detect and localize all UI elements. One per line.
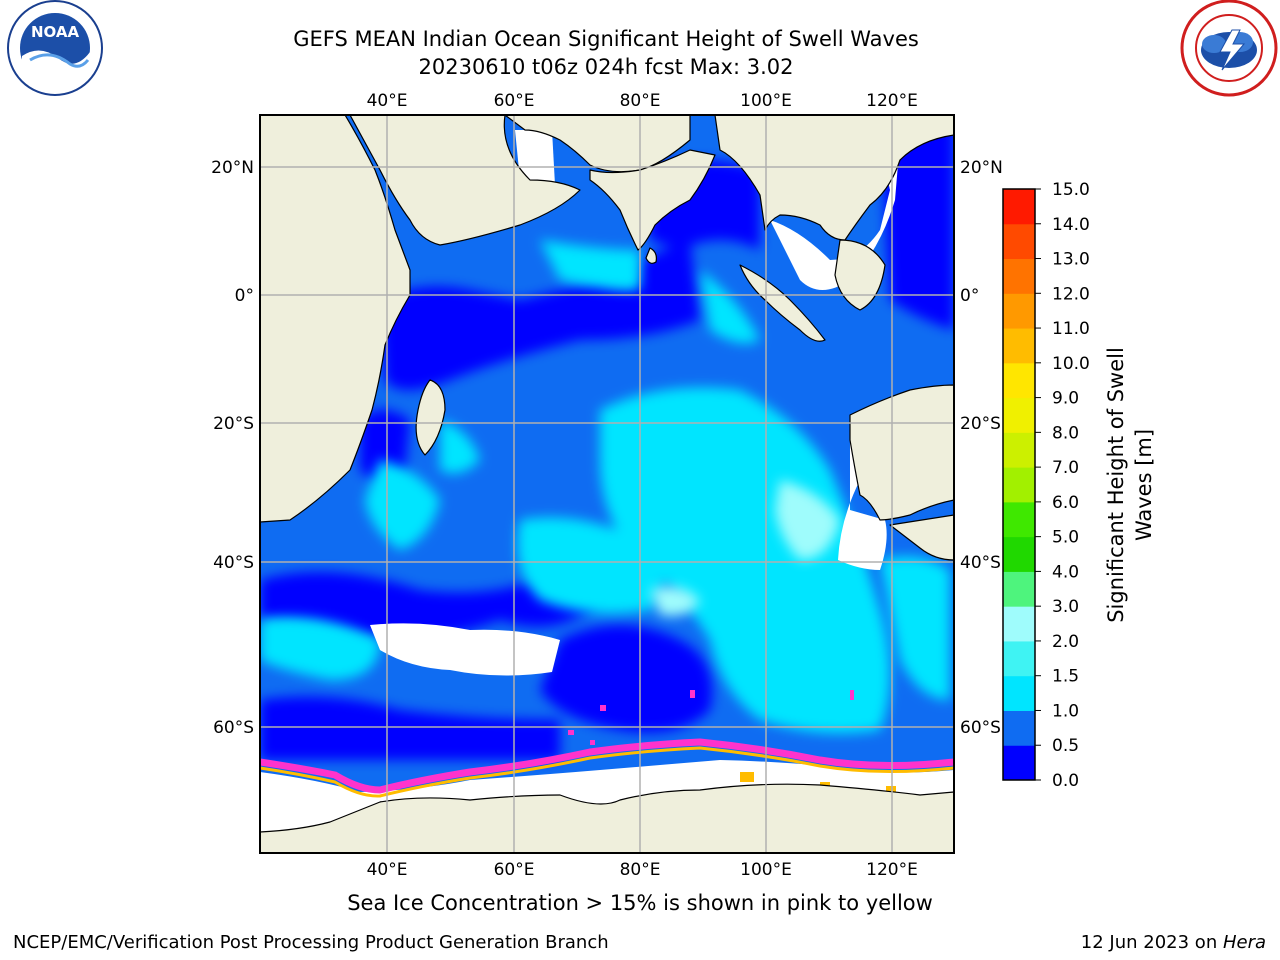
land-masses — [260, 115, 954, 853]
lat-tick-left: 60°S — [213, 718, 254, 738]
colorbar-swatch — [1003, 675, 1035, 711]
lon-tick-bottom: 100°E — [740, 860, 792, 880]
colorbar-tick-label: 3.0 — [1052, 597, 1079, 617]
lon-tick-bottom: 80°E — [620, 860, 661, 880]
lon-tick-top: 40°E — [367, 91, 408, 111]
colorbar-swatch — [1003, 189, 1035, 225]
colorbar-tick-label: 15.0 — [1052, 180, 1090, 200]
lat-tick-right: 40°S — [960, 553, 1001, 573]
highest-swell-regions — [650, 480, 840, 616]
lat-tick-left: 20°S — [213, 414, 254, 434]
arabia-land — [349, 115, 581, 246]
colorbar-swatch — [1003, 467, 1035, 503]
colorbar-label: Significant Height of Swell Waves [m] — [1104, 347, 1156, 623]
colorbar-tick-label: 1.5 — [1052, 667, 1079, 687]
lat-tick-right: 20°S — [960, 414, 1001, 434]
footer-host: Hera — [1222, 932, 1266, 953]
colorbar-frame — [1002, 188, 1036, 781]
colorbar-swatch — [1003, 362, 1035, 399]
high-swell-regions — [260, 240, 950, 734]
colorbar-swatch — [1003, 536, 1035, 572]
lat-ticks-left: 20°N 0° 20°S 40°S 60°S — [211, 158, 254, 738]
australia-land — [849, 384, 954, 521]
madagascar-land — [415, 379, 446, 456]
lat-tick-left: 40°S — [213, 553, 254, 573]
lon-ticks-top: 40°E 60°E 80°E 100°E 120°E — [367, 91, 918, 111]
colorbar-tick-label: 0.0 — [1052, 771, 1079, 791]
noaa-logo-icon: NOAA — [7, 0, 103, 96]
colorbar-tick-label: 5.0 — [1052, 528, 1079, 548]
colorbar-tick-label: 8.0 — [1052, 423, 1079, 443]
map-gridlines — [260, 115, 954, 853]
africa-land — [260, 115, 411, 523]
colorbar-swatch — [1003, 432, 1035, 468]
colorbar-tick-label: 0.5 — [1052, 736, 1079, 756]
colorbar-tick-label: 9.0 — [1052, 389, 1079, 409]
colorbar-swatch — [1003, 745, 1035, 781]
footer-date-text: 12 Jun 2023 on — [1080, 932, 1223, 953]
colorbar-swatch — [1003, 328, 1035, 364]
colorbar-swatch — [1003, 571, 1035, 607]
colorbar-swatch — [1003, 501, 1035, 538]
srilanka-land — [645, 247, 657, 264]
lon-ticks-bottom: 40°E 60°E 80°E 100°E 120°E — [367, 860, 918, 880]
colorbar-label-line2: Waves [m] — [1132, 429, 1156, 541]
low-swell-regions — [260, 120, 954, 760]
colorbar-label-line1: Significant Height of Swell — [1104, 347, 1128, 623]
chart-subtitle: 20230610 t06z 024h fcst Max: 3.02 — [418, 55, 794, 79]
antarctica-land — [260, 783, 954, 853]
sea-ice-scatter — [568, 690, 854, 745]
lon-tick-bottom: 60°E — [494, 860, 535, 880]
lat-tick-left: 0° — [235, 286, 254, 306]
india-land — [589, 149, 716, 251]
colorbar-swatch — [1003, 397, 1035, 433]
colorbar-tick-label: 10.0 — [1052, 354, 1090, 374]
map-panel — [260, 115, 954, 853]
nws-logo-icon — [1180, 0, 1278, 97]
colorbar-tick-label: 6.0 — [1052, 493, 1079, 513]
iran-land — [504, 115, 691, 173]
colorbar-ticks: 0.0 0.5 1.0 1.5 2.0 3.0 4.0 5.0 6.0 7.0 8.0 9.0 10.0… — [1035, 180, 1090, 791]
colorbar-swatch — [1003, 606, 1035, 642]
colorbar-tick-label: 1.0 — [1052, 701, 1079, 721]
lat-tick-left: 20°N — [211, 158, 254, 178]
lon-tick-bottom: 120°E — [866, 860, 918, 880]
map-frame — [259, 114, 955, 854]
colorbar-swatch — [1003, 710, 1035, 746]
sea-ice-edge-outer — [260, 746, 954, 798]
indochina-land — [714, 115, 954, 241]
colorbar-tick-label: 14.0 — [1052, 215, 1090, 235]
colorbar-tick-label: 12.0 — [1052, 284, 1090, 304]
lat-tick-right: 60°S — [960, 718, 1001, 738]
lat-ticks-right: 20°N 0° 20°S 40°S 60°S — [960, 158, 1003, 738]
colorbar-tick-label: 11.0 — [1052, 319, 1090, 339]
lat-tick-right: 20°N — [960, 158, 1003, 178]
chart-title: GEFS MEAN Indian Ocean Significant Heigh… — [293, 27, 919, 51]
colorbar-tick-label: 13.0 — [1052, 250, 1090, 270]
noaa-logo-text: NOAA — [31, 23, 80, 41]
lon-tick-top: 120°E — [866, 91, 918, 111]
lon-tick-bottom: 40°E — [367, 860, 408, 880]
colorbar-tick-label: 4.0 — [1052, 562, 1079, 582]
sea-ice-edge — [260, 738, 954, 794]
sumatra-land — [739, 264, 826, 342]
lon-tick-top: 100°E — [740, 91, 792, 111]
lon-tick-top: 80°E — [620, 91, 661, 111]
colorbar-tick-label: 2.0 — [1052, 632, 1079, 652]
footer-date: 12 Jun 2023 on Hera — [1081, 932, 1266, 953]
footer-producer: NCEP/EMC/Verification Post Processing Pr… — [13, 932, 609, 953]
colorbar — [1003, 189, 1035, 781]
colorbar-tick-label: 7.0 — [1052, 458, 1079, 478]
borneo-land — [834, 239, 886, 311]
colorbar-swatch — [1003, 293, 1035, 329]
colorbar-swatch — [1003, 223, 1035, 260]
lat-tick-right: 0° — [960, 286, 979, 306]
colorbar-swatch — [1003, 640, 1035, 677]
colorbar-swatch — [1003, 258, 1035, 294]
sea-ice-caption: Sea Ice Concentration > 15% is shown in … — [347, 891, 933, 915]
lon-tick-top: 60°E — [494, 91, 535, 111]
